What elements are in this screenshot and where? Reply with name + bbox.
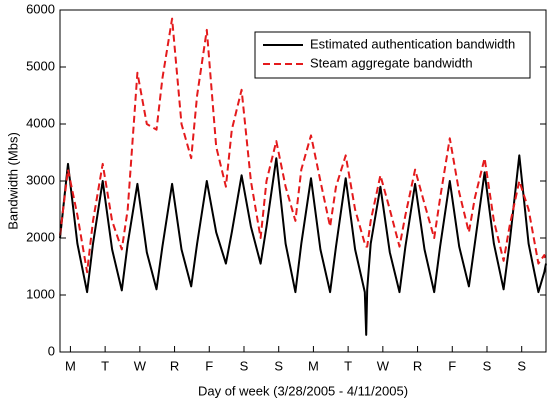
- series-line: [59, 17, 547, 274]
- x-tick-label: S: [240, 358, 249, 373]
- y-tick-label: 2000: [26, 229, 55, 244]
- y-tick-label: 3000: [26, 172, 55, 187]
- plot-frame: [59, 9, 547, 353]
- legend-box: [254, 31, 531, 79]
- y-tick-label: 1000: [26, 286, 55, 301]
- y-tick-label: 5000: [26, 58, 55, 73]
- y-tick-label: 0: [48, 343, 55, 358]
- y-tick-label: 4000: [26, 115, 55, 130]
- x-tick-label: F: [448, 358, 456, 373]
- x-axis-label: Day of week (3/28/2005 - 4/11/2005): [198, 383, 408, 398]
- x-tick-label: F: [205, 358, 213, 373]
- x-tick-label: S: [517, 358, 526, 373]
- x-tick-label: W: [134, 358, 147, 373]
- x-tick-label: M: [308, 358, 319, 373]
- x-tick-label: S: [483, 358, 492, 373]
- y-tick-label: 6000: [26, 1, 55, 16]
- x-tick-label: M: [65, 358, 76, 373]
- series-line: [59, 154, 547, 336]
- x-tick-label: T: [344, 358, 352, 373]
- x-tick-label: S: [274, 358, 283, 373]
- legend-label: Steam aggregate bandwidth: [310, 55, 473, 70]
- x-tick-label: R: [170, 358, 179, 373]
- legend-label: Estimated authentication bandwidth: [310, 36, 515, 51]
- y-axis-label: Bandwidth (Mbs): [5, 132, 20, 230]
- x-tick-label: W: [377, 358, 390, 373]
- x-tick-label: T: [101, 358, 109, 373]
- x-tick-label: R: [413, 358, 422, 373]
